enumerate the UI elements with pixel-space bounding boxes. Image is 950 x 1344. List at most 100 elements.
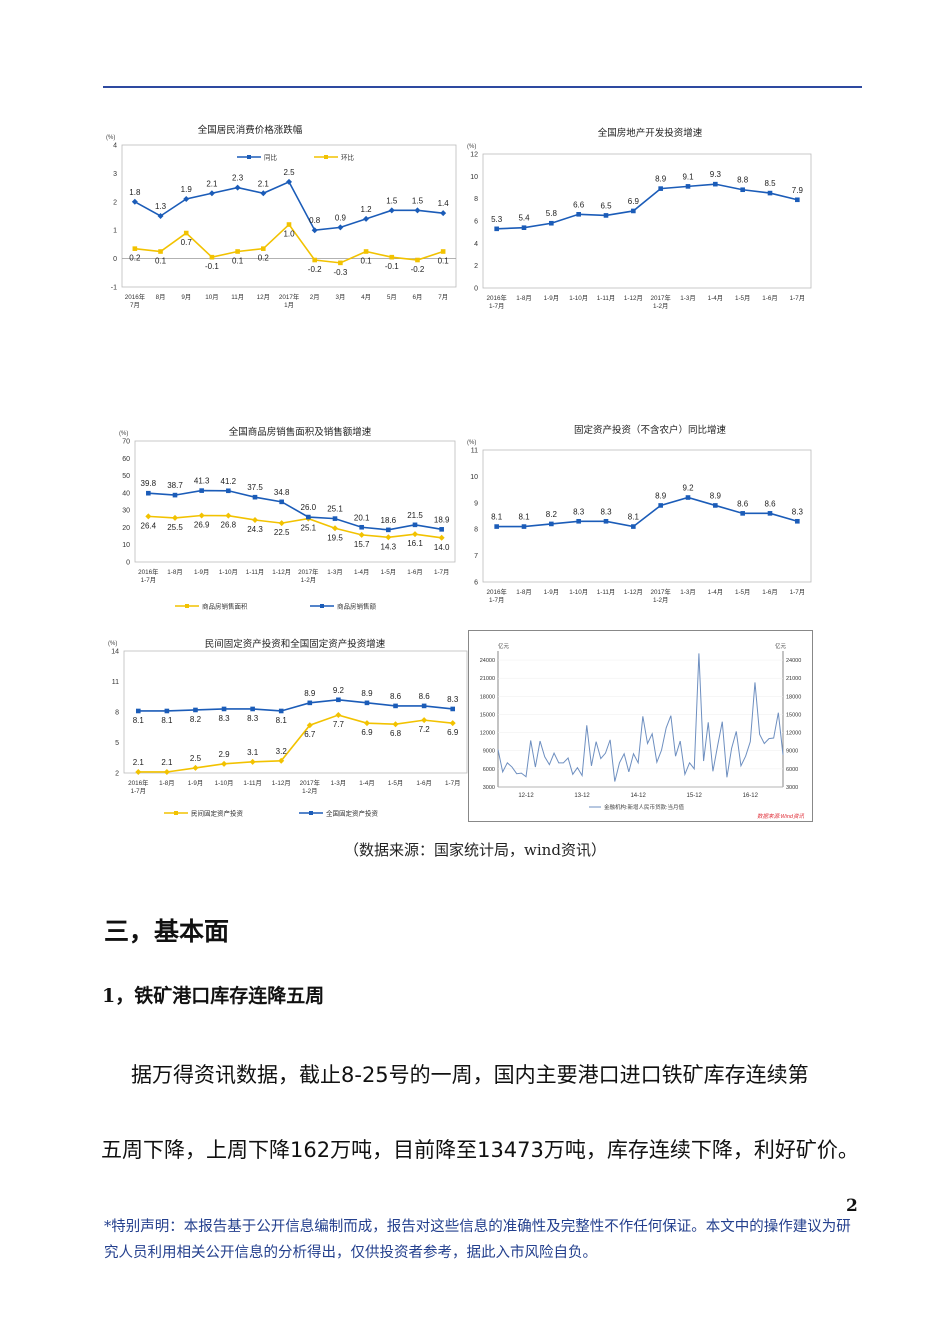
data-point — [131, 198, 138, 205]
x-tick-label: 1-5月 — [735, 294, 750, 302]
y-tick-label: 2 — [113, 199, 117, 206]
y-tick-label: 9 — [474, 500, 478, 507]
y-tick-label-right: 6000 — [786, 767, 798, 773]
data-label: 8.3 — [792, 507, 804, 516]
y-tick-label: 8 — [115, 710, 119, 717]
series-line — [148, 514, 442, 539]
paragraph-line: 五周下降，上周下降162万吨，目前降至13473万吨，库存连续下降，利好矿价。 — [101, 1138, 859, 1162]
chart-svg: 亿元 亿元 3000 3000 6000 6000 9000 9000 12000 12000 15… — [480, 642, 805, 820]
y-tick-label: 5 — [115, 740, 119, 747]
chart-cpi: 全国居民消费价格涨跌幅 (%) -1 0 1 2 3 4 2016年 7月 8月 9月 10月 11月 12… — [100, 120, 460, 320]
data-label: 2.1 — [206, 179, 218, 188]
y-tick-label: 14 — [111, 649, 119, 656]
y-tick-label: 50 — [122, 473, 130, 480]
x-tick-label: 1-9月 — [544, 588, 559, 596]
x-tick-label: 1-9月 — [194, 568, 209, 576]
data-point — [286, 222, 292, 227]
data-point — [183, 195, 190, 202]
data-label: 26.8 — [221, 521, 237, 530]
legend-marker — [185, 604, 189, 608]
data-point — [261, 246, 266, 251]
chart-housing-sales: 全国商品房销售面积及销售额增速 (%) 0 10 20 30 40 50 60 70 2016年 1-… — [100, 420, 460, 620]
data-label: 8.3 — [447, 695, 459, 704]
data-label: 1.8 — [129, 188, 141, 197]
y-axis-unit-left: 亿元 — [498, 642, 510, 650]
data-label: 7.9 — [792, 186, 804, 195]
legend-label: 全国固定资产投资 — [326, 809, 379, 818]
data-label: 26.0 — [301, 503, 317, 512]
data-point — [658, 186, 663, 191]
y-tick-label: 10 — [470, 174, 478, 181]
legend-marker — [324, 155, 328, 159]
data-label: 8.9 — [655, 491, 667, 500]
x-tick-label: 1-12月 — [272, 779, 291, 787]
x-tick-label: 1-10月 — [569, 588, 588, 596]
data-label: 14.0 — [434, 543, 450, 552]
data-label: 8.5 — [764, 179, 776, 188]
data-point — [279, 499, 284, 505]
y-axis-unit: (%) — [119, 431, 128, 437]
data-point — [685, 184, 691, 189]
body-paragraph: 据万得资讯数据，截止8-25号的一周，国内主要港口进口铁矿库存连续第 五周下降，… — [101, 1038, 866, 1188]
data-point — [336, 697, 341, 703]
y-tick-label: 40 — [122, 490, 130, 497]
y-tick-label: 10 — [470, 474, 478, 481]
data-point — [440, 210, 447, 217]
x-tick-label: 2016年 — [138, 567, 158, 576]
data-point — [439, 527, 444, 532]
data-point — [364, 700, 370, 706]
data-point — [135, 708, 141, 714]
chart-new-rmb-loans: 亿元 亿元 3000 3000 6000 6000 9000 9000 12000 12000 15… — [468, 630, 813, 822]
x-tick-label: 1-12月 — [624, 294, 643, 302]
y-tick-label: 70 — [122, 439, 130, 446]
x-tick-label: 1-2月 — [302, 787, 317, 795]
y-axis-unit: (%) — [467, 144, 476, 150]
data-label: 0.1 — [232, 257, 244, 266]
data-point — [795, 518, 800, 524]
y-tick-label: 9000 — [483, 749, 495, 755]
data-point — [226, 488, 231, 494]
data-point — [158, 249, 163, 254]
data-point — [449, 720, 456, 727]
x-tick-label: 1-6月 — [407, 568, 422, 576]
data-point — [713, 503, 718, 508]
data-point — [157, 213, 164, 219]
legend-marker — [309, 811, 313, 815]
data-point — [164, 708, 170, 714]
x-tick-label: 2017年 — [300, 778, 320, 787]
data-point — [221, 760, 228, 767]
y-tick-label: 8 — [474, 527, 478, 534]
data-label: 14.3 — [381, 542, 397, 551]
legend-label: 商品房销售面积 — [202, 602, 248, 611]
x-tick-label: 1-7月 — [489, 596, 504, 604]
data-point — [163, 768, 170, 775]
data-point — [172, 492, 178, 498]
x-tick-label: 1-5月 — [381, 568, 396, 576]
data-label: 22.5 — [274, 528, 290, 537]
y-tick-label: 60 — [122, 456, 130, 463]
x-tick-label: 1-8月 — [516, 588, 531, 596]
data-label: 8.3 — [600, 507, 612, 516]
data-label: 8.6 — [419, 692, 431, 701]
x-tick-label: 16-12 — [743, 793, 759, 799]
legend-marker — [174, 811, 178, 815]
y-tick-label-right: 12000 — [786, 731, 801, 737]
series-line — [138, 698, 453, 712]
y-tick-label: 6 — [474, 219, 478, 226]
data-label: 9.2 — [682, 484, 694, 493]
y-tick-label: 4 — [113, 143, 117, 150]
data-point — [260, 190, 267, 197]
x-tick-label: 1-2月 — [653, 596, 668, 604]
y-tick-label: 15000 — [480, 712, 495, 718]
data-point — [359, 524, 364, 530]
data-point — [278, 708, 284, 714]
x-tick-label: 1-7月 — [489, 302, 504, 310]
data-point — [549, 521, 554, 527]
data-label: 8.1 — [161, 716, 173, 725]
data-label: 26.9 — [194, 521, 210, 530]
x-tick-label: 2月 — [310, 293, 320, 301]
data-label: 1.3 — [155, 202, 167, 211]
disclaimer: *特别声明：本报告基于公开信息编制而成，报告对这些信息的准确性及完整性不作任何保… — [104, 1219, 851, 1261]
data-point — [521, 524, 527, 529]
data-point — [337, 224, 344, 231]
